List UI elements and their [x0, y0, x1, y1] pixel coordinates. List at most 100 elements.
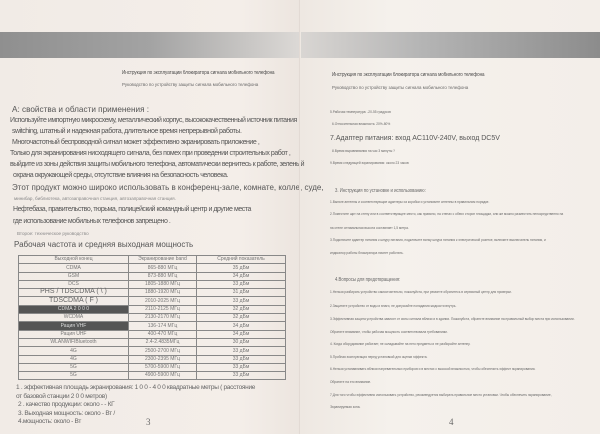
- table-cell: 2130-2170 МГц: [128, 313, 197, 323]
- page-fold: [299, 0, 301, 434]
- table-cell: 34 дБм: [196, 329, 286, 339]
- table-cell: 2300-2395 МГц: [128, 354, 197, 364]
- table-title: Рабочая частота и средняя выходная мощно…: [14, 240, 194, 249]
- table-cell: 33 дБм: [196, 371, 286, 381]
- table-row: WLANWIFIBluetooth 2.4-2.4835МГц 30 дБм: [18, 337, 286, 348]
- page-title: Инструкция по эксплуатации блокиратора с…: [332, 72, 485, 78]
- body-line: 1.Нельзя разбирать устройство самостояте…: [330, 290, 512, 294]
- body-line: охрана окружающей среды, отсутствие влия…: [13, 172, 229, 179]
- table-cell: 1805-1880 МГц: [128, 279, 197, 290]
- table-row: TDSCDMA ( F ) 2010-2025 МГц 33 дБм: [18, 296, 286, 306]
- table-cell: 5700-5900 МГц: [128, 362, 197, 373]
- body-line: 1.Выньте антенны и соответствующие адапт…: [330, 200, 490, 204]
- header-cell: Средний показатель: [196, 254, 286, 265]
- second-heading: Второе: техническое руководство: [17, 231, 89, 236]
- table-row: 5G 4900-5900 МГц 33 дБм: [18, 371, 286, 381]
- usage-line: Этот продукт можно широко использовать в…: [12, 183, 324, 192]
- table-row: PHS / TDSCDMA ( \ ) 1880-1920 МГц 31 дБм: [18, 288, 286, 298]
- body-line: 2.Защитите устройство от воды и влаги, н…: [330, 304, 457, 308]
- table-cell: CDMA: [18, 263, 129, 273]
- table-cell: 32 дБм: [196, 313, 286, 323]
- table-cell: CDMA 2 0 0 0: [18, 304, 129, 315]
- table-cell: 34 дБм: [196, 271, 286, 281]
- body-line: 2.Поместите щит на стену или в соответст…: [330, 212, 564, 216]
- page-title: Инструкция по эксплуатации блокиратора с…: [122, 70, 275, 76]
- body-line: 7.Для того чтобы эффективно использовать…: [330, 393, 552, 397]
- table-cell: Рация UHF: [18, 329, 129, 339]
- table-cell: 33 дБм: [196, 346, 286, 356]
- body-line: 6.Нельзя устанавливать вблизи нагревател…: [330, 367, 536, 371]
- page-number: 3: [146, 417, 151, 427]
- table-row: Рация VHF 136-174 МГц 34 дБм: [18, 321, 286, 331]
- section-heading: 4.Вопросы для предотвращения:: [335, 277, 401, 283]
- table-cell: GSM: [18, 271, 129, 281]
- left-page: Инструкция по эксплуатации блокиратора с…: [0, 0, 324, 434]
- table-cell: DCS: [18, 279, 129, 290]
- header-band: [300, 32, 600, 58]
- table-row: CDMA 2 0 0 0 2110-2125 МГц 32 дБм: [18, 304, 286, 315]
- table-header: Выходной конец Экранирование band Средни…: [18, 254, 286, 265]
- spec-line: 5.Рабочая температура: -20-55 градусов: [330, 110, 391, 114]
- note-line: от базовой станции 2 0 0 метров): [16, 392, 107, 400]
- body-line: индикатор работы блокиратора начнет рабо…: [330, 251, 404, 255]
- body-line: 4. Когда оборудование работает, не склад…: [330, 342, 471, 346]
- table-row: DCS 1805-1880 МГц 33 дБм: [18, 279, 286, 290]
- body-line: 3.Подключите адаптер питания к шнуру пит…: [330, 238, 546, 242]
- table-cell: WLANWIFIBluetooth: [18, 337, 129, 348]
- body-line: switching, штатный и надежная работа, дл…: [12, 128, 242, 135]
- page-subtitle: Руководство по устройству защиты сигнала…: [122, 82, 259, 87]
- table-cell: 4900-5900 МГц: [128, 371, 197, 381]
- page-number: 4: [449, 417, 454, 427]
- table-row: Рация UHF 400-470 МГц 34 дБм: [18, 329, 286, 339]
- table-cell: 33 дБм: [196, 279, 286, 290]
- body-line: Используйте импортную микросхему, металл…: [10, 117, 297, 124]
- table-cell: 4G: [18, 354, 129, 364]
- table-row: 4G 2300-2395 МГц 33 дБм: [18, 354, 286, 364]
- body-line: Экранируемая зона.: [330, 405, 361, 409]
- table-row: GSM 873-880 МГц 34 дБм: [18, 271, 286, 281]
- header-cell: Выходной конец: [18, 254, 129, 265]
- table-row: CDMA 865-880 МГц 35 дБм: [18, 263, 286, 273]
- note-line: 2 . качество продукции: около - - КГ: [18, 401, 115, 408]
- usage-small: минибар, библиотека, автозаправочная ста…: [14, 196, 176, 201]
- table-cell: 35 дБм: [196, 263, 286, 273]
- page-subtitle: Руководство по устройству защиты сигнала…: [332, 85, 469, 90]
- table-cell: 400-470 МГц: [128, 329, 197, 339]
- right-page: Инструкция по эксплуатации блокиратора с…: [300, 0, 600, 434]
- table-cell: 2.4-2.4835МГц: [128, 337, 197, 348]
- spec-line: 9.Время следующей экранирования: около 2…: [330, 161, 409, 165]
- table-cell: 4G: [18, 346, 129, 356]
- table-row: 4G 2500-2700 МГц 33 дБм: [18, 346, 286, 356]
- body-line: 5.Пробная эксплуатация перед установкой …: [330, 355, 428, 359]
- table-cell: PHS / TDSCDMA ( \ ): [18, 288, 129, 298]
- table-cell: 34 дБм: [196, 321, 286, 331]
- table-cell: 2500-2700 МГц: [128, 346, 197, 356]
- table-cell: WCDMA: [18, 313, 129, 323]
- table-cell: 5G: [18, 371, 129, 381]
- table-row: 5G 5700-5900 МГц 33 дБм: [18, 362, 286, 373]
- table-cell: 1880-1920 МГц: [128, 288, 197, 298]
- body-line: выйдите из зоны действия защиты мобильно…: [10, 161, 305, 168]
- table-cell: 2010-2025 МГц: [128, 296, 197, 306]
- header-cell: Экранирование band: [128, 254, 197, 265]
- table-cell: 30 дБм: [196, 337, 286, 348]
- note-line: 3. Выходная мощность: около - Вт /: [18, 409, 115, 417]
- body-line: на стене оптимальная высота составляет 1…: [330, 226, 409, 230]
- body-line: Только для экранирования нисходящего сиг…: [10, 150, 291, 157]
- body-line: 3.Эффективная защита устройства зависит …: [330, 317, 575, 321]
- spec-line: 7.Адаптер питания: вход AC110V-240V, вых…: [330, 135, 500, 142]
- table-cell: 873-880 МГц: [128, 271, 197, 281]
- usage-line-3: где использование мобильных телефонов за…: [13, 218, 171, 225]
- spec-line: 8.Время выравнивания на час 3 минуты ?: [332, 149, 395, 153]
- body-line: Обратите внимание, чтобы рабочая мощност…: [330, 330, 448, 334]
- note-line: 4.мощность: около - Вт: [18, 418, 82, 425]
- body-line: Многочастотный беспроводной сигнал может…: [12, 139, 260, 146]
- table-cell: TDSCDMA ( F ): [18, 296, 129, 306]
- usage-line-2: Нефтебаза, правительство, тюрьма, полице…: [13, 206, 251, 213]
- table-cell: 33 дБм: [196, 296, 286, 306]
- body-line: Обратите на это внимание.: [330, 380, 372, 384]
- spec-line: 6.Относительная влажность: 20%-80%: [332, 122, 391, 126]
- table-cell: 31 дБм: [196, 288, 286, 298]
- note-line: 1 . эффективная площадь экранирования: 1…: [16, 384, 256, 391]
- header-band: [0, 32, 300, 58]
